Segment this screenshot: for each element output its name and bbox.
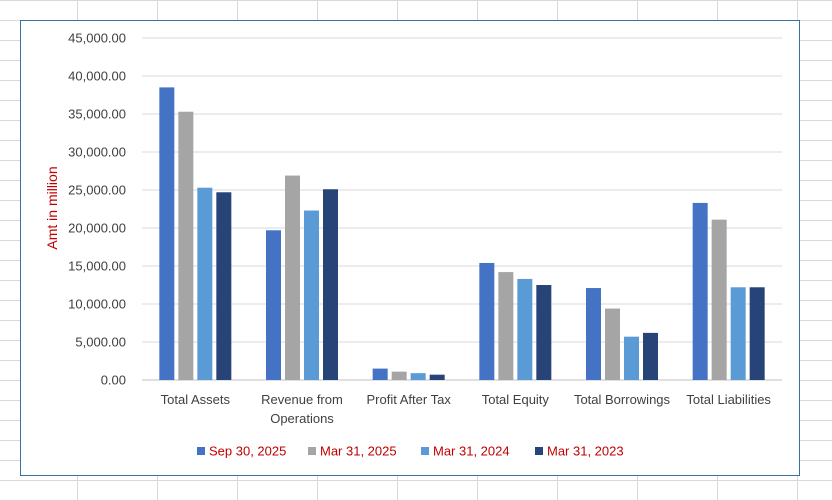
bar-total-equity-1[interactable] [498, 272, 514, 380]
bar-profit-after-tax-0[interactable] [372, 368, 388, 380]
bar-total-borrowings-1[interactable] [605, 308, 620, 380]
bar-profit-after-tax-2[interactable] [410, 373, 426, 380]
bar-total-assets-1[interactable] [178, 111, 194, 380]
category-labels: Total Assets Revenue from Operations Profit… [161, 392, 772, 426]
legend-swatch [308, 447, 316, 455]
legend-swatch [421, 447, 429, 455]
category-label: Total Assets [161, 392, 231, 407]
legend-label: Mar 31, 2023 [547, 444, 624, 459]
y-tick-label: 40,000.00 [68, 69, 126, 84]
chart-area[interactable] [20, 20, 800, 476]
category-label: Profit After Tax [367, 392, 452, 407]
y-tick-label: 35,000.00 [68, 107, 126, 122]
bar-total-liabilities-3[interactable] [749, 287, 765, 380]
bar-profit-after-tax-3[interactable] [429, 374, 445, 380]
bar-total-liabilities-2[interactable] [730, 287, 746, 380]
category-label: Total Equity [482, 392, 550, 407]
bar-revenue-from-operations-3[interactable] [323, 189, 338, 380]
bars [159, 87, 765, 381]
bar-total-liabilities-1[interactable] [711, 219, 727, 380]
bar-total-equity-3[interactable] [536, 285, 552, 380]
bar-total-liabilities-0[interactable] [692, 202, 708, 380]
legend-swatch [535, 447, 543, 455]
bar-total-equity-0[interactable] [479, 262, 495, 380]
y-tick-label: 30,000.00 [68, 145, 126, 160]
category-label: Total Liabilities [686, 392, 771, 407]
bar-revenue-from-operations-2[interactable] [304, 210, 319, 380]
y-axis-ticks: 0.00 5,000.00 10,000.00 15,000.00 20,000.00 2… [68, 31, 126, 388]
category-label: Revenue from Operations [261, 392, 343, 426]
bar-total-assets-0[interactable] [159, 87, 175, 381]
y-tick-label: 20,000.00 [68, 221, 126, 236]
bar-total-borrowings-2[interactable] [624, 336, 639, 380]
bar-total-borrowings-0[interactable] [586, 288, 601, 380]
y-tick-label: 10,000.00 [68, 297, 126, 312]
bar-revenue-from-operations-1[interactable] [285, 175, 300, 380]
legend: Sep 30, 2025 Mar 31, 2025 Mar 31, 2024 Mar … [197, 444, 624, 459]
legend-label: Sep 30, 2025 [209, 444, 286, 459]
y-tick-label: 15,000.00 [68, 259, 126, 274]
y-tick-label: 5,000.00 [75, 335, 126, 350]
bar-profit-after-tax-1[interactable] [391, 371, 407, 380]
y-tick-label: 25,000.00 [68, 183, 126, 198]
gridlines [142, 37, 782, 381]
bar-total-assets-3[interactable] [216, 192, 232, 380]
bar-total-equity-2[interactable] [517, 278, 533, 380]
legend-label: Mar 31, 2024 [433, 444, 510, 459]
bar-total-assets-2[interactable] [197, 187, 213, 380]
bar-revenue-from-operations-0[interactable] [266, 230, 281, 380]
y-tick-label: 0.00 [101, 373, 126, 388]
bar-total-borrowings-3[interactable] [643, 332, 658, 380]
legend-swatch [197, 447, 205, 455]
legend-label: Mar 31, 2025 [320, 444, 397, 459]
y-tick-label: 45,000.00 [68, 31, 126, 46]
category-label: Total Borrowings [574, 392, 671, 407]
y-axis-title: Amt in million [44, 166, 60, 249]
